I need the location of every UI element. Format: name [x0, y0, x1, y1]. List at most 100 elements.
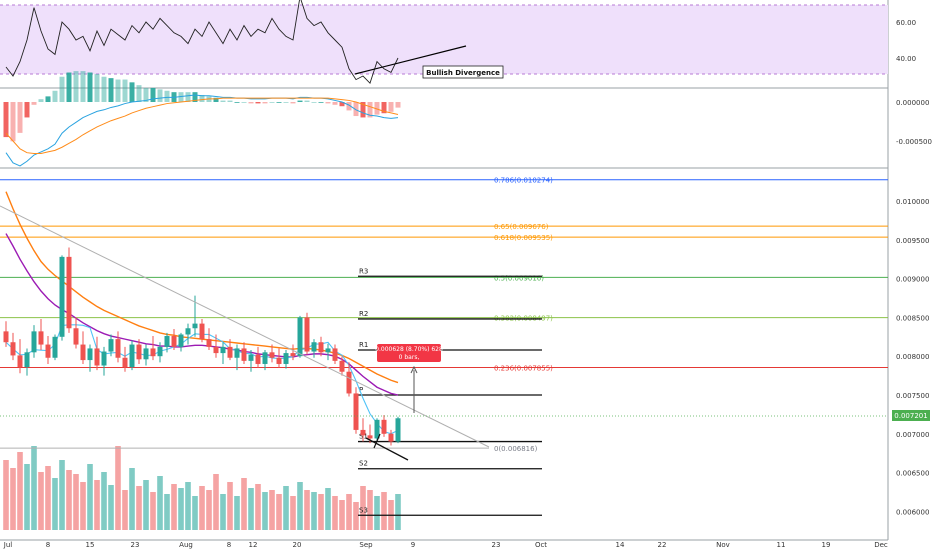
- candle-body: [374, 419, 380, 439]
- candle-body: [150, 348, 156, 357]
- macd-histogram-bar: [339, 102, 345, 107]
- volume-bar: [24, 464, 30, 530]
- measure-text-1: 0.000628 (8.70%) 628: [375, 346, 443, 353]
- macd-histogram-bar: [332, 102, 338, 105]
- price-tick-label: 0.008500: [896, 314, 929, 322]
- macd-histogram-bar: [24, 102, 30, 118]
- pivot-label: S3: [359, 506, 368, 514]
- candle-body: [276, 357, 282, 364]
- fib-label: 0.65(0.009676): [494, 223, 549, 231]
- time-tick-label: 20: [293, 541, 302, 549]
- macd-histogram-bar: [234, 102, 240, 103]
- fib-label: 0.786(0.010274): [494, 177, 553, 185]
- macd-histogram-bar: [3, 102, 9, 138]
- fib-label: 0(0.006816): [494, 445, 538, 453]
- pivot-label: R2: [359, 310, 368, 318]
- volume-bar: [318, 494, 324, 530]
- volume-bar: [10, 468, 16, 530]
- pivot-label: P: [359, 386, 363, 394]
- rsi-panel: [5, 0, 467, 85]
- time-tick-label: Nov: [716, 541, 730, 549]
- macd-histogram-bar: [283, 102, 289, 103]
- candle-body: [143, 348, 149, 360]
- candle-body: [185, 328, 191, 335]
- macd-histogram-bar: [395, 102, 401, 108]
- macd-histogram-bar: [73, 71, 79, 102]
- candle-body: [10, 342, 16, 356]
- macd-histogram-bar: [213, 97, 219, 102]
- volume-bar: [206, 490, 212, 530]
- divergence-label: Bullish Divergence: [426, 69, 500, 77]
- macd-histogram-bar: [220, 100, 226, 102]
- macd-histogram-bar: [136, 85, 142, 102]
- macd-histogram-bar: [290, 102, 296, 104]
- volume-bar: [17, 452, 23, 530]
- fib-label: 0.5(0.009016): [494, 274, 544, 282]
- macd-histogram-bar: [10, 102, 16, 142]
- price-tick-label: 0.009500: [896, 237, 929, 245]
- macd-histogram-bar: [241, 102, 247, 103]
- time-tick-label: 12: [249, 541, 258, 549]
- measure-text-2: 0 bars,: [399, 354, 420, 361]
- pivot-label: R3: [359, 267, 368, 275]
- time-tick-label: Sep: [359, 541, 373, 549]
- macd-histogram-bar: [276, 102, 282, 103]
- volume-bar: [185, 482, 191, 530]
- macd-histogram-bar: [122, 79, 128, 102]
- volume-bar: [234, 496, 240, 530]
- candle-body: [45, 344, 51, 358]
- candle-body: [171, 336, 177, 347]
- volume-bar: [31, 446, 37, 530]
- macd-histogram-bar: [94, 73, 100, 102]
- macd-histogram-bar: [192, 92, 198, 102]
- volume-bar: [374, 496, 380, 530]
- macd-histogram-bar: [353, 102, 359, 117]
- candle-body: [87, 348, 93, 361]
- macd-histogram-bar: [45, 96, 51, 102]
- time-tick-label: Oct: [535, 541, 547, 549]
- candle-body: [283, 353, 289, 364]
- volume-bar: [150, 492, 156, 530]
- volume-bar: [108, 485, 114, 530]
- macd-histogram-bar: [164, 90, 170, 102]
- candle-body: [192, 323, 198, 329]
- candle-body: [290, 353, 296, 357]
- candle-body: [178, 334, 184, 347]
- macd-histogram-bar: [101, 76, 107, 102]
- candle-body: [388, 433, 394, 442]
- candle-body: [31, 331, 37, 353]
- price-tick-label: 0.007500: [896, 392, 929, 400]
- candle-body: [346, 371, 352, 394]
- macd-histogram-bar: [381, 102, 387, 114]
- macd-histogram-bar: [66, 72, 72, 102]
- candle-body: [115, 339, 121, 358]
- candle-body: [311, 342, 317, 352]
- candle-body: [206, 339, 212, 347]
- macd-histogram-bar: [304, 100, 310, 102]
- volume-bar: [59, 460, 65, 530]
- time-tick-label: 9: [411, 541, 415, 549]
- macd-histogram-bar: [227, 100, 233, 102]
- candles: [3, 247, 401, 446]
- diagonal-trendline: [0, 205, 490, 448]
- grid: [0, 0, 889, 541]
- macd-histogram-bar: [150, 87, 156, 102]
- candle-body: [73, 328, 79, 345]
- pivot-label: S2: [359, 460, 368, 468]
- volume-bar: [311, 492, 317, 530]
- macd-histogram-bar: [17, 102, 23, 133]
- time-tick-label: 23: [492, 541, 501, 549]
- volume-bar: [332, 496, 338, 530]
- candle-body: [52, 336, 58, 358]
- wedge-tick: [373, 433, 381, 449]
- moving-averages: [5, 191, 399, 435]
- macd-histogram-bar: [52, 90, 58, 102]
- time-tick-label: Aug: [179, 541, 193, 549]
- volume-bar: [157, 476, 163, 530]
- time-tick-label: 14: [616, 541, 625, 549]
- volume-bar: [73, 474, 79, 530]
- rsi-tick-label: 40.00: [896, 55, 916, 63]
- time-tick-label: Dec: [874, 541, 888, 549]
- price-tick-label: 0.007000: [896, 431, 929, 439]
- volume-bar: [101, 472, 107, 530]
